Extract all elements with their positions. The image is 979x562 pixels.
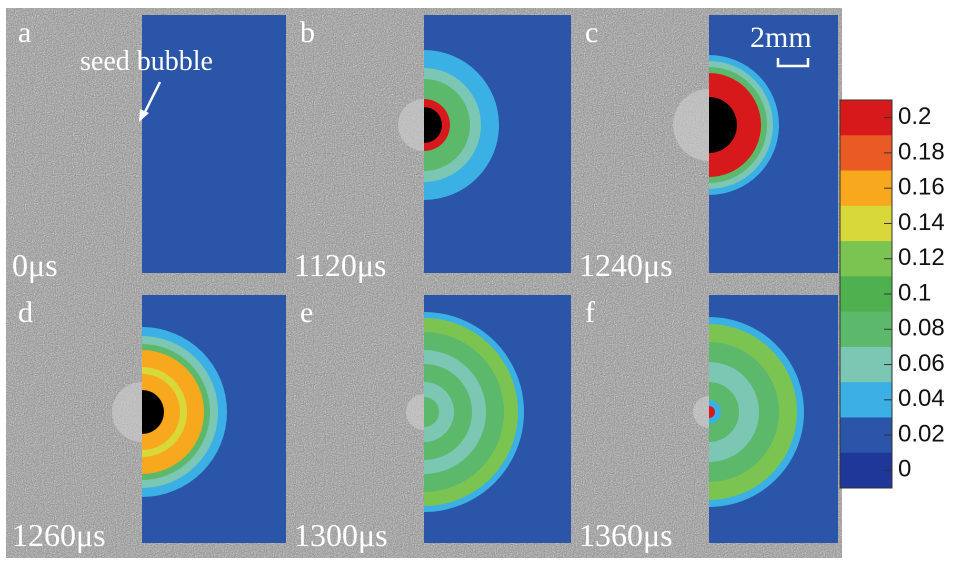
annotation: seed bubble: [80, 46, 213, 77]
panel-label: f: [585, 296, 595, 329]
colorbar-tick-label: 0.1: [898, 279, 931, 306]
panel-time: 0μs: [12, 247, 58, 283]
colorbar-tick-label: 0.04: [898, 385, 945, 412]
colorbar-tick-label: 0.06: [898, 350, 945, 377]
panel-label: b: [300, 16, 315, 49]
panel-time: 1120μs: [294, 247, 386, 283]
colorbar-tick-label: 0.02: [898, 420, 945, 447]
scale-bar-label: 2mm: [750, 21, 812, 54]
colorbar-tick-label: 0: [898, 456, 911, 483]
panel-time: 1240μs: [579, 247, 673, 283]
figure: a0μsb1120μsc1240μsd1260μse1300μsf1360μs …: [0, 0, 979, 562]
colorbar-tick-label: 0.14: [898, 209, 945, 236]
panel-time: 1300μs: [294, 517, 388, 553]
colorbar-tick-label: 0.18: [898, 138, 945, 165]
panel-time: 1360μs: [579, 517, 673, 553]
colorbar-tick-label: 0.16: [898, 174, 945, 201]
colorbar-tick-label: 0.08: [898, 315, 945, 342]
panel-label: c: [585, 16, 598, 49]
colorbar-tick-label: 0.12: [898, 244, 945, 271]
panel-label: d: [18, 296, 33, 329]
panel-label: a: [18, 16, 31, 49]
colorbar-tick-label: 0.2: [898, 103, 931, 130]
panel-label: e: [300, 296, 313, 329]
panel-time: 1260μs: [12, 517, 106, 553]
